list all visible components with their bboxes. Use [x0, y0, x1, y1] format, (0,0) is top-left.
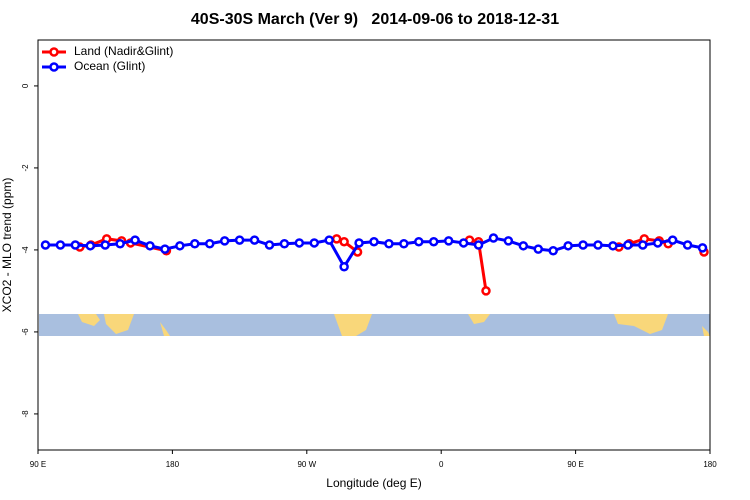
y-tick-label: -8	[21, 410, 30, 418]
point	[115, 239, 125, 249]
point	[130, 235, 140, 245]
point	[473, 240, 484, 250]
land-shape	[468, 314, 490, 324]
point	[249, 235, 260, 245]
point	[324, 235, 334, 245]
point	[339, 261, 349, 272]
legend-marker	[49, 62, 59, 72]
point	[518, 241, 529, 251]
point	[638, 240, 648, 250]
point	[175, 241, 185, 251]
point	[55, 240, 66, 250]
y-tick-label: -2	[21, 164, 30, 172]
point	[100, 240, 110, 250]
x-tick-label: 180	[166, 460, 180, 469]
x-axis-label: Longitude (deg E)	[326, 476, 421, 490]
map-strip	[39, 314, 710, 336]
land-shape	[334, 314, 372, 336]
point	[488, 233, 499, 243]
point	[160, 244, 170, 254]
point	[503, 236, 514, 246]
plot-frame	[37, 39, 711, 451]
point	[309, 238, 320, 248]
ocean-band	[39, 314, 710, 336]
point	[481, 286, 491, 296]
point	[608, 241, 618, 251]
x-tick-label: 90 E	[567, 460, 583, 469]
land-shape	[104, 314, 134, 334]
point	[593, 240, 603, 250]
legend-label: Land (Nadir&Glint)	[74, 44, 173, 58]
point	[369, 236, 379, 247]
point	[667, 235, 678, 245]
point	[384, 239, 394, 249]
point	[623, 240, 633, 250]
point	[399, 239, 409, 249]
point	[548, 245, 558, 256]
land-shape	[614, 314, 668, 334]
y-tick-label: 0	[21, 83, 30, 88]
legend-label: Ocean (Glint)	[74, 59, 145, 73]
point	[682, 240, 693, 250]
point	[697, 243, 708, 253]
point	[533, 244, 544, 254]
y-tick-label: -6	[21, 328, 30, 336]
point	[414, 236, 424, 247]
point	[279, 239, 290, 249]
x-tick-label: 180	[703, 460, 717, 469]
chart-title: 40S-30S March (Ver 9) 2014-09-06 to 2018…	[191, 11, 559, 28]
point	[443, 236, 454, 246]
y-axis-label: XCO2 - MLO trend (ppm)	[0, 178, 14, 313]
point	[40, 240, 51, 250]
point	[294, 238, 305, 248]
point	[145, 241, 155, 251]
land-shape	[78, 314, 100, 326]
point	[234, 235, 245, 245]
x-tick-label: 90 E	[30, 460, 46, 469]
y-tick-label: -4	[21, 246, 30, 254]
land-shape	[702, 326, 710, 336]
point	[652, 238, 663, 248]
point	[264, 240, 275, 250]
x-tick-label: 0	[439, 460, 444, 469]
point	[458, 238, 469, 248]
point	[428, 236, 439, 247]
point	[219, 236, 230, 246]
point	[563, 241, 573, 251]
point	[85, 241, 96, 251]
x-tick-label: 90 W	[297, 460, 316, 469]
point	[70, 240, 81, 250]
point	[339, 236, 349, 247]
legend-marker	[49, 47, 59, 57]
point	[578, 240, 588, 250]
point	[354, 238, 364, 248]
point	[190, 239, 200, 249]
point	[204, 239, 215, 249]
land-shape	[160, 322, 170, 336]
point	[331, 234, 342, 244]
